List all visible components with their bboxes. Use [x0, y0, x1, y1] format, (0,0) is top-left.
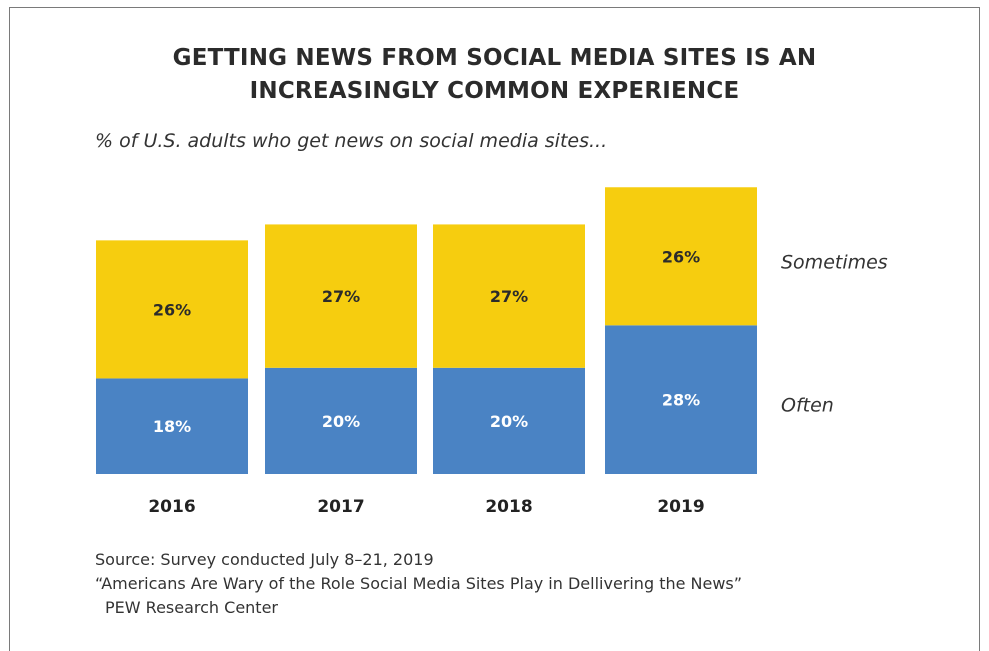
bar-often-2018: [433, 367, 585, 474]
bar-often-2019: [605, 325, 757, 474]
bar-sometimes-2019: [605, 187, 757, 326]
x-tick-label-2019: 2019: [657, 497, 704, 517]
source-note: Source: Survey conducted July 8–21, 2019…: [95, 548, 742, 620]
bar-sometimes-2016: [96, 240, 248, 379]
chart-title-line-2: INCREASINGLY COMMON EXPERIENCE: [249, 78, 740, 104]
data-label-often-2018: 20%: [490, 412, 528, 431]
legend-label-often: Often: [781, 395, 834, 417]
x-tick-label-2018: 2018: [485, 497, 532, 517]
bar-sometimes-2017: [265, 224, 417, 368]
data-label-often-2016: 18%: [153, 417, 191, 436]
data-label-sometimes-2016: 26%: [153, 300, 191, 319]
bar-often-2017: [265, 367, 417, 474]
data-label-often-2019: 28%: [662, 391, 700, 410]
source-line-survey: Source: Survey conducted July 8–21, 2019: [95, 550, 434, 569]
chart-title-line-1: GETTING NEWS FROM SOCIAL MEDIA SITES IS …: [172, 45, 817, 71]
data-label-often-2017: 20%: [322, 412, 360, 431]
bar-often-2016: [96, 378, 248, 474]
chart-subtitle: % of U.S. adults who get news on social …: [95, 130, 608, 152]
data-label-sometimes-2017: 27%: [322, 287, 360, 306]
x-tick-label-2017: 2017: [317, 497, 364, 517]
chart-title: GETTING NEWS FROM SOCIAL MEDIA SITES IS …: [0, 42, 989, 108]
source-line-report-title: “Americans Are Wary of the Role Social M…: [95, 574, 743, 593]
chart-frame: [9, 7, 980, 651]
x-tick-label-2016: 2016: [148, 497, 195, 517]
bar-sometimes-2018: [433, 224, 585, 368]
source-line-organization: PEW Research Center: [105, 598, 278, 617]
data-label-sometimes-2018: 27%: [490, 287, 528, 306]
data-label-sometimes-2019: 26%: [662, 247, 700, 266]
legend-label-sometimes: Sometimes: [781, 251, 888, 273]
